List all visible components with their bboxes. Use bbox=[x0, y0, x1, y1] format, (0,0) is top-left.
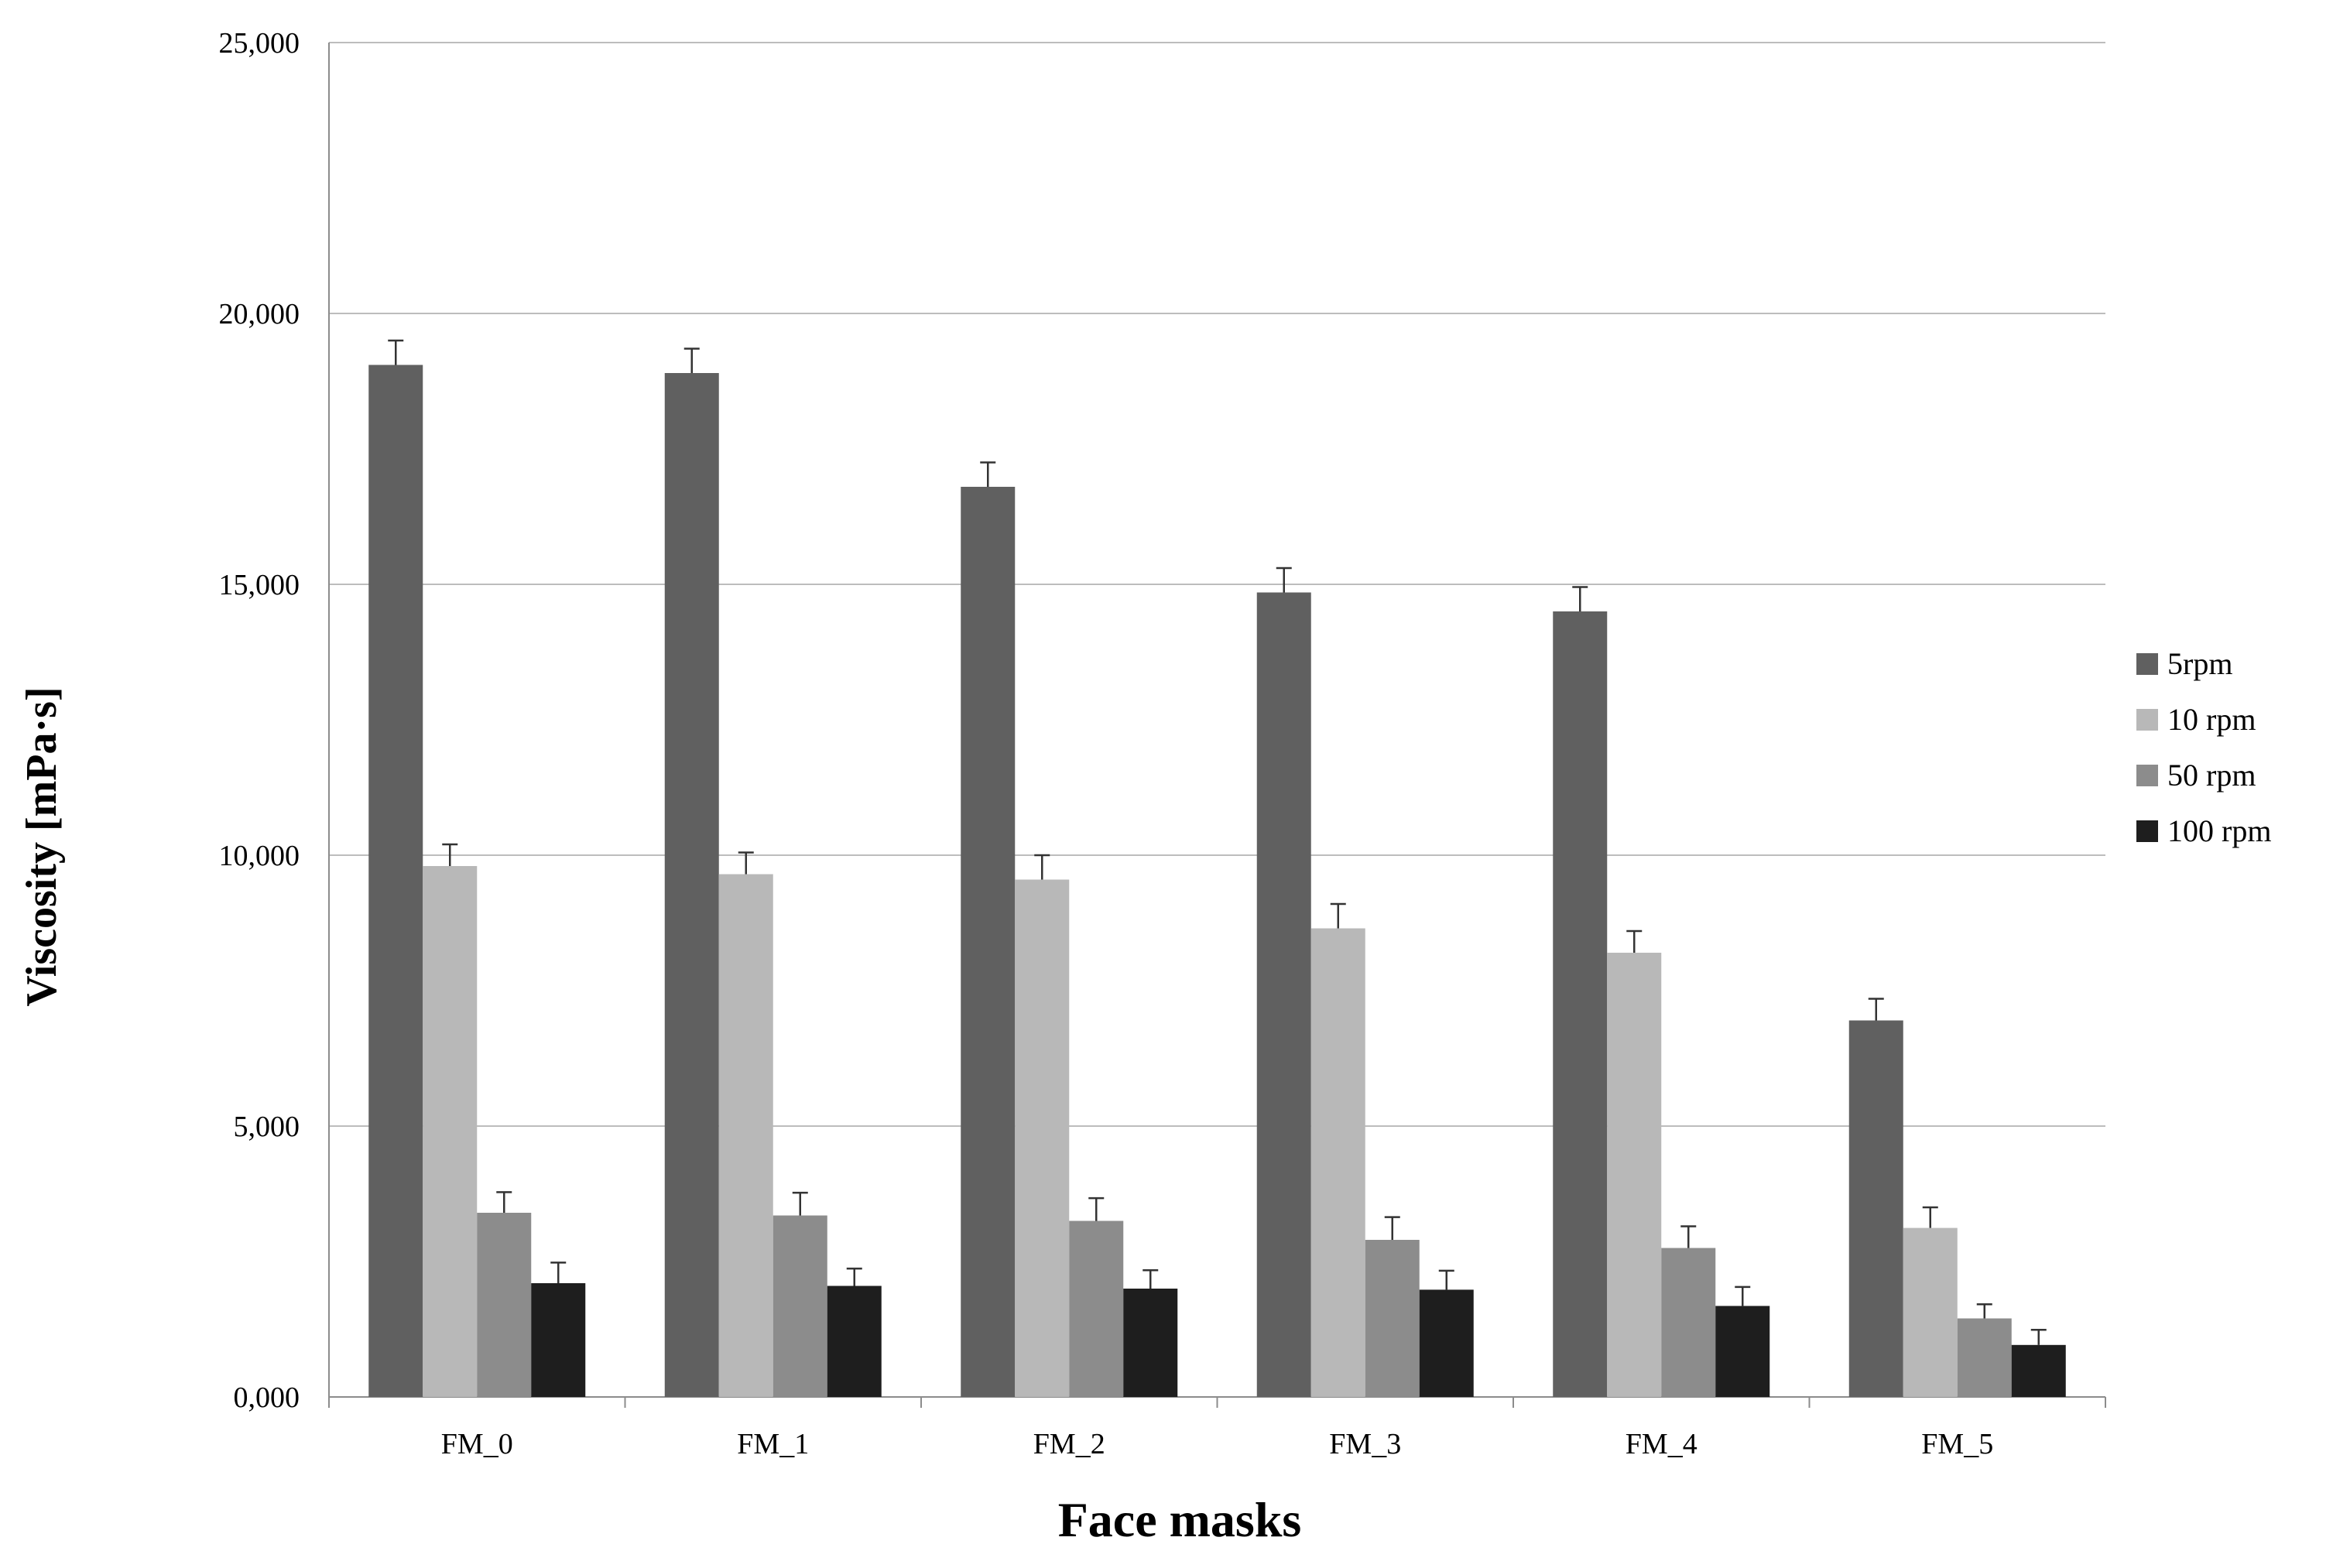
gridlines bbox=[329, 42, 2105, 1127]
bar bbox=[1365, 1240, 1420, 1397]
legend-swatch bbox=[2136, 820, 2158, 842]
bars bbox=[368, 365, 2066, 1397]
legend-swatch bbox=[2136, 709, 2158, 731]
x-tick-label: FM_2 bbox=[1033, 1428, 1105, 1460]
bar bbox=[961, 487, 1016, 1397]
bar bbox=[1957, 1318, 2012, 1397]
x-axis-title: Face masks bbox=[1058, 1492, 1302, 1547]
bar bbox=[1015, 879, 1070, 1397]
legend-label: 5rpm bbox=[2167, 646, 2232, 681]
bar bbox=[1123, 1289, 1178, 1397]
x-tick-labels: FM_0 FM_1 FM_2 FM_3 FM_4 FM_5 bbox=[441, 1428, 1993, 1460]
bar bbox=[773, 1215, 827, 1397]
y-tick-label: 10,000 bbox=[219, 840, 300, 872]
legend-swatch bbox=[2136, 653, 2158, 675]
bar bbox=[1903, 1227, 1958, 1397]
legend: 5rpm 10 rpm 50 rpm 100 rpm bbox=[2136, 646, 2271, 848]
bar bbox=[2011, 1344, 2066, 1397]
x-tick-label: FM_1 bbox=[737, 1428, 809, 1460]
bar bbox=[477, 1213, 532, 1397]
bar bbox=[1069, 1221, 1124, 1397]
bar bbox=[1310, 928, 1365, 1397]
y-axis-title: Viscosity [mPa·s] bbox=[18, 686, 66, 1006]
x-tick-label: FM_4 bbox=[1626, 1428, 1698, 1460]
x-tick-label: FM_3 bbox=[1329, 1428, 1401, 1460]
bar bbox=[1715, 1306, 1770, 1397]
x-tick-label: FM_0 bbox=[441, 1428, 513, 1460]
legend-label: 100 rpm bbox=[2167, 813, 2271, 848]
bar bbox=[827, 1286, 882, 1397]
x-tick-label: FM_5 bbox=[1921, 1428, 1993, 1460]
legend-label: 50 rpm bbox=[2167, 758, 2256, 793]
bar bbox=[1553, 611, 1608, 1397]
error-bars bbox=[388, 339, 2047, 1345]
bar bbox=[1256, 592, 1311, 1397]
bar bbox=[1661, 1248, 1716, 1397]
y-tick-label: 5,000 bbox=[234, 1111, 300, 1143]
bar bbox=[1848, 1020, 1903, 1397]
bar bbox=[423, 866, 478, 1397]
axes bbox=[328, 43, 2106, 1408]
bar bbox=[531, 1283, 586, 1397]
bar bbox=[664, 373, 719, 1397]
bar bbox=[718, 874, 773, 1397]
legend-swatch bbox=[2136, 765, 2158, 786]
bar bbox=[1419, 1289, 1474, 1397]
y-tick-label: 20,000 bbox=[219, 298, 300, 330]
y-tick-label: 0,000 bbox=[234, 1381, 300, 1414]
bar bbox=[368, 365, 423, 1397]
legend-label: 10 rpm bbox=[2167, 702, 2256, 737]
y-tick-labels: 0,000 5,000 10,000 15,000 20,000 25,000 bbox=[219, 27, 300, 1414]
y-tick-label: 15,000 bbox=[219, 569, 300, 601]
bar bbox=[1607, 953, 1662, 1397]
y-tick-label: 25,000 bbox=[219, 27, 300, 60]
